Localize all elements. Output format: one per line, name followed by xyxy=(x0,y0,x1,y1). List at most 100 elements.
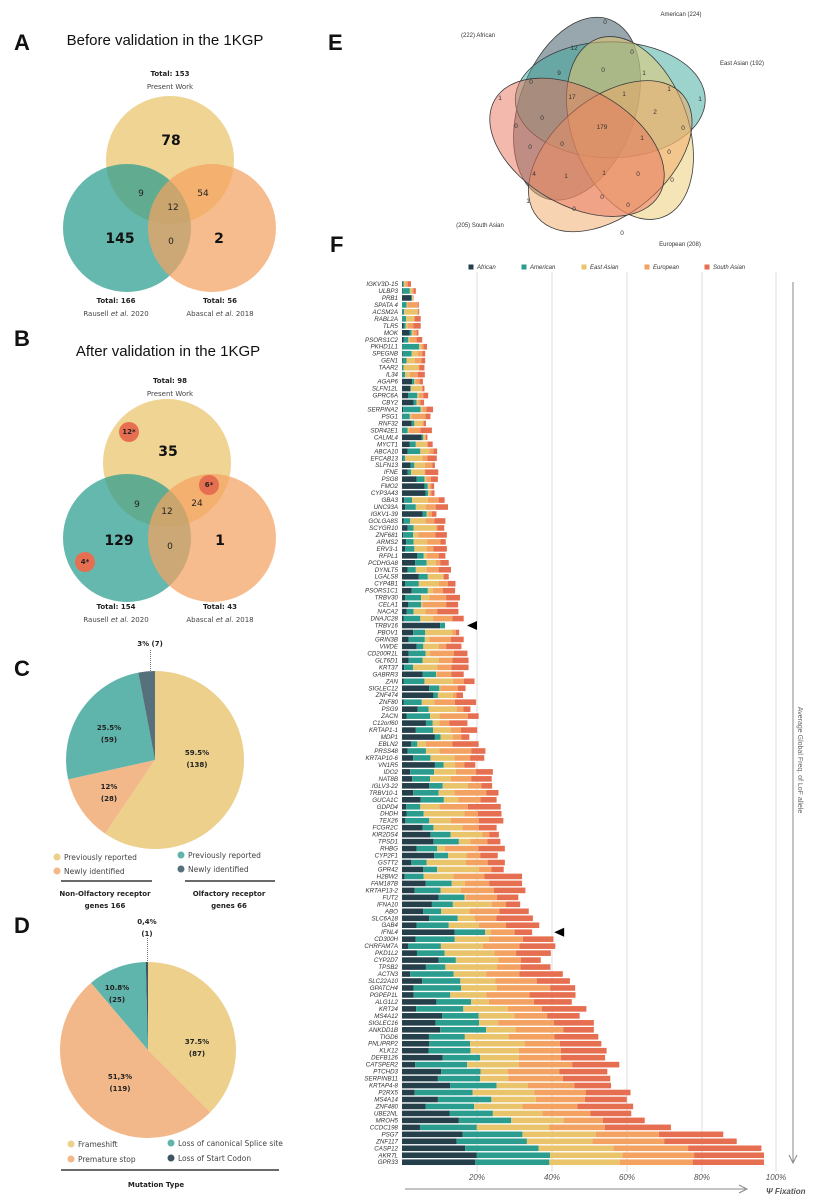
gene-label: GEN1 xyxy=(381,358,398,365)
venn5-region-value: 0 xyxy=(600,194,604,201)
bar-segment-american xyxy=(403,323,406,329)
bar-segment-african xyxy=(402,748,408,754)
bar-segment-european xyxy=(440,685,458,692)
bar-segment-east-asian xyxy=(410,469,425,475)
gene-label: ZAN xyxy=(385,678,399,685)
badge-label: 12* xyxy=(122,428,136,436)
bar-segment-east-asian xyxy=(418,580,440,587)
venn5-region-value: 179 xyxy=(597,124,608,131)
bar-segment-south-asian xyxy=(461,734,470,740)
set-name-rausell: Rausell et al. 2020 xyxy=(83,616,148,624)
bar-segment-american xyxy=(414,1089,473,1096)
bar-segment-american xyxy=(406,810,424,817)
bar-segment-south-asian xyxy=(452,615,464,622)
venn-set-label-south-asian: (205) South Asian xyxy=(456,223,504,229)
bar-segment-american xyxy=(458,1117,512,1124)
gene-label: MYCT1 xyxy=(377,441,398,448)
bar-segment-south-asian xyxy=(486,790,499,796)
legend-label: Newly identified xyxy=(64,867,125,876)
bar-segment-african xyxy=(402,692,434,699)
bar-segment-european xyxy=(439,580,449,587)
bar-segment-american xyxy=(403,678,425,685)
bar-segment-south-asian xyxy=(452,657,469,664)
bar-segment-american xyxy=(415,936,455,942)
bar-segment-south-asian xyxy=(417,302,419,308)
bar-segment-american xyxy=(434,734,441,740)
bar-segment-african xyxy=(402,769,411,775)
bar-segment-european xyxy=(496,964,521,970)
bar-segment-american xyxy=(428,1033,465,1040)
bar-segment-african xyxy=(402,1145,466,1152)
bar-segment-european xyxy=(421,343,424,350)
gene-label: NACA2 xyxy=(377,609,398,616)
bar-segment-south-asian xyxy=(453,650,468,657)
set-name-rausell: Rausell et al. 2020 xyxy=(83,310,148,318)
legend-marker xyxy=(53,853,61,861)
bar-segment-american xyxy=(430,831,451,838)
bar-segment-european xyxy=(438,657,453,664)
bar-segment-south-asian xyxy=(413,323,421,329)
bar-segment-african xyxy=(402,706,418,712)
bar-segment-south-asian xyxy=(554,1033,599,1040)
bar-segment-african xyxy=(402,455,403,462)
bar-segment-african xyxy=(402,943,408,949)
venn-circle-abascal xyxy=(148,474,276,602)
gene-label: GLT6D1 xyxy=(375,657,398,664)
bar-segment-african xyxy=(402,901,432,908)
gene-label: CBY2 xyxy=(382,399,399,406)
bar-segment-south-asian xyxy=(423,420,426,427)
pie-c-slice-3 xyxy=(138,671,155,760)
venn5-region-value: 0 xyxy=(540,115,544,122)
bar-segment-african xyxy=(402,420,412,427)
bar-segment-american xyxy=(410,385,411,392)
bar-segment-european xyxy=(495,978,537,984)
bar-segment-african xyxy=(402,378,413,385)
bar-segment-south-asian xyxy=(432,462,435,469)
bar-segment-east-asian xyxy=(448,852,467,859)
bar-segment-african xyxy=(402,657,409,664)
bar-segment-american xyxy=(408,657,423,664)
group-label-olfactory: Olfactory receptor xyxy=(193,890,266,898)
bar-segment-african xyxy=(402,636,409,643)
bar-segment-american xyxy=(405,817,430,824)
venn5-region-value: 1 xyxy=(622,91,626,98)
badge-label: 6* xyxy=(205,481,214,489)
bar-segment-american xyxy=(406,539,414,545)
panel-letter-c: C xyxy=(14,656,30,681)
bar-segment-east-asian xyxy=(428,706,457,712)
gene-label: KLK12 xyxy=(379,1048,398,1055)
bar-segment-european xyxy=(458,796,481,803)
panel-letter-b: B xyxy=(14,326,30,351)
bar-segment-south-asian xyxy=(484,873,523,880)
bar-segment-african xyxy=(402,476,417,482)
gene-label: MOK xyxy=(384,330,399,337)
bar-segment-east-asian xyxy=(549,1159,620,1166)
gene-label: ANKDD1B xyxy=(368,1027,398,1034)
bar-segment-east-asian xyxy=(444,950,495,956)
gene-label: VWDE xyxy=(379,643,398,650)
legend-label: Frameshift xyxy=(78,1140,118,1149)
bar-segment-american xyxy=(410,971,454,977)
bar-segment-american xyxy=(407,748,426,754)
gene-label: SLC22A10 xyxy=(368,978,398,985)
bar-segment-african xyxy=(402,553,418,559)
bar-segment-south-asian xyxy=(688,1145,762,1152)
gene-label: KIR2DS4 xyxy=(372,832,398,839)
bar-segment-south-asian xyxy=(426,406,434,413)
bar-segment-american xyxy=(425,720,433,726)
pie-c-slice-2 xyxy=(65,672,155,780)
gene-label: PCDHGA8 xyxy=(368,560,398,567)
venn5-region-value: 0 xyxy=(560,141,564,148)
gene-label: TPSD1 xyxy=(378,839,398,846)
bar-segment-african xyxy=(402,504,405,510)
bar-segment-european xyxy=(452,629,456,636)
bar-segment-east-asian xyxy=(434,769,456,775)
bar-segment-african xyxy=(402,824,423,831)
bar-segment-american xyxy=(402,281,404,287)
gene-label: PRB1 xyxy=(382,295,398,302)
x-tick-label: 20% xyxy=(468,1173,485,1182)
group-count-non-olfactory: genes 166 xyxy=(85,902,126,910)
gene-label: DEFB126 xyxy=(371,1055,398,1062)
legend-label: American xyxy=(529,265,556,271)
